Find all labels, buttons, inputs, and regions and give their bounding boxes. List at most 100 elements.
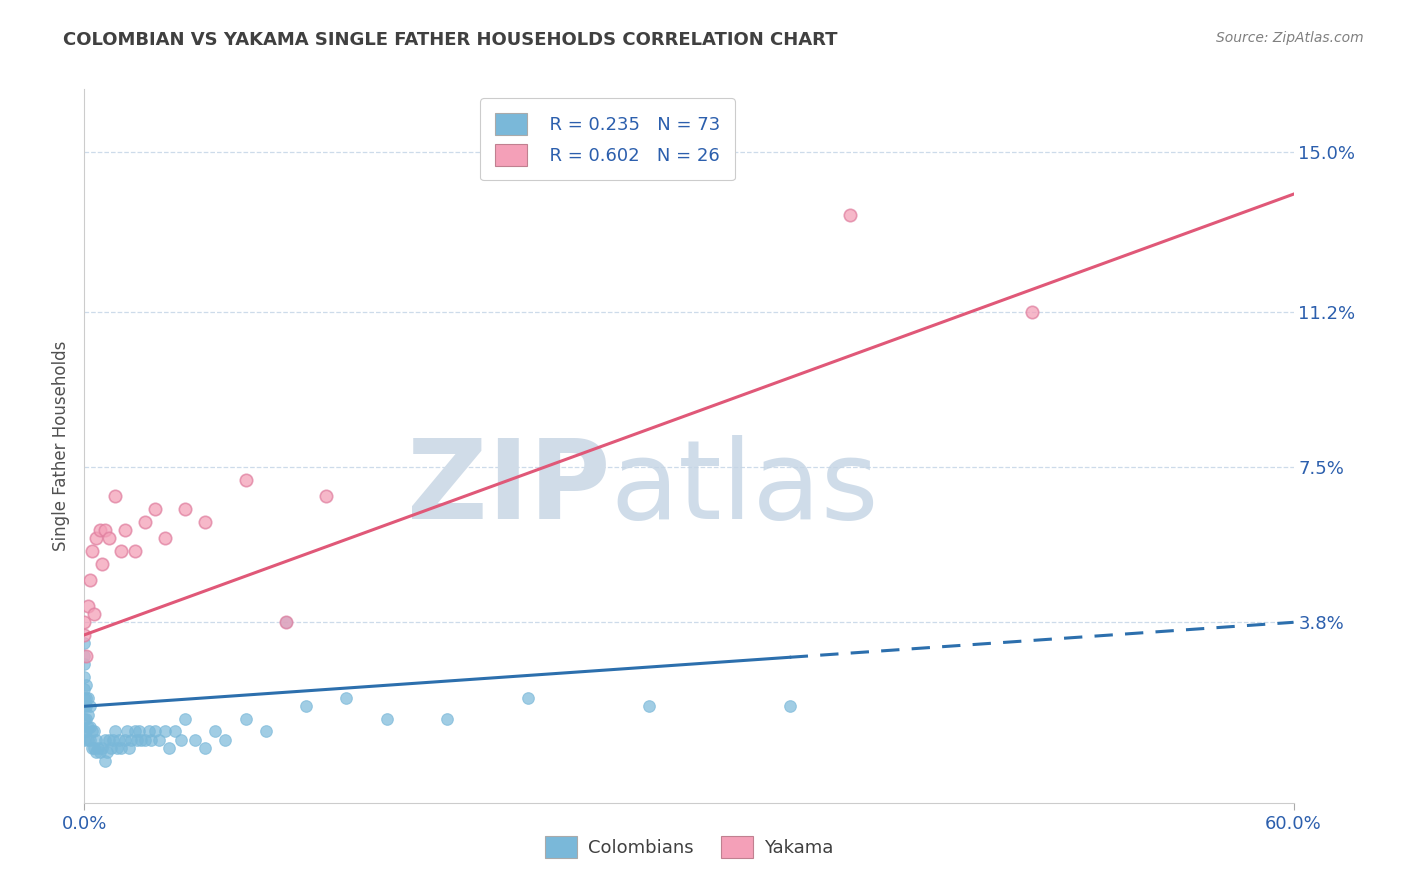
- Point: [83, 607, 105, 621]
- Point: [75, 690, 97, 705]
- Point: [97, 732, 120, 747]
- Point: [82, 724, 104, 739]
- Point: [114, 523, 136, 537]
- Y-axis label: Single Father Households: Single Father Households: [52, 341, 70, 551]
- Point: [129, 732, 152, 747]
- Text: ZIP: ZIP: [406, 435, 610, 542]
- Point: [124, 544, 146, 558]
- Point: [100, 741, 122, 756]
- Point: [194, 741, 217, 756]
- Point: [73, 712, 96, 726]
- Point: [77, 707, 100, 722]
- Point: [87, 741, 110, 756]
- Point: [134, 515, 156, 529]
- Point: [194, 515, 217, 529]
- Point: [235, 712, 257, 726]
- Point: [118, 741, 141, 756]
- Point: [104, 489, 127, 503]
- Point: [115, 724, 138, 739]
- Point: [839, 208, 862, 222]
- Point: [93, 754, 115, 768]
- Point: [516, 690, 538, 705]
- Point: [335, 690, 357, 705]
- Point: [134, 732, 156, 747]
- Point: [138, 724, 160, 739]
- Point: [315, 489, 337, 503]
- Point: [143, 724, 166, 739]
- Point: [79, 732, 101, 747]
- Point: [110, 544, 132, 558]
- Point: [79, 699, 101, 714]
- Point: [235, 473, 257, 487]
- Point: [105, 741, 128, 756]
- Point: [274, 615, 297, 630]
- Point: [75, 712, 97, 726]
- Point: [637, 699, 659, 714]
- Point: [165, 724, 187, 739]
- Point: [73, 657, 96, 672]
- Point: [779, 699, 801, 714]
- Point: [73, 670, 96, 684]
- Point: [1021, 304, 1043, 318]
- Point: [125, 732, 148, 747]
- Point: [97, 532, 120, 546]
- Text: COLOMBIAN VS YAKAMA SINGLE FATHER HOUSEHOLDS CORRELATION CHART: COLOMBIAN VS YAKAMA SINGLE FATHER HOUSEH…: [63, 31, 838, 49]
- Point: [83, 741, 105, 756]
- Point: [91, 557, 114, 571]
- Point: [120, 732, 142, 747]
- Point: [128, 724, 150, 739]
- Point: [124, 724, 146, 739]
- Point: [143, 502, 166, 516]
- Point: [436, 712, 458, 726]
- Point: [170, 732, 193, 747]
- Point: [77, 690, 100, 705]
- Point: [77, 720, 100, 734]
- Point: [83, 724, 105, 739]
- Point: [153, 532, 176, 546]
- Point: [82, 741, 104, 756]
- Point: [86, 532, 108, 546]
- Point: [104, 724, 127, 739]
- Point: [91, 741, 114, 756]
- Point: [75, 678, 97, 692]
- Point: [75, 724, 97, 739]
- Text: Source: ZipAtlas.com: Source: ZipAtlas.com: [1216, 31, 1364, 45]
- Point: [101, 732, 124, 747]
- Point: [139, 732, 162, 747]
- Point: [274, 615, 297, 630]
- Point: [86, 746, 108, 760]
- Point: [73, 690, 96, 705]
- Point: [77, 732, 100, 747]
- Point: [153, 724, 176, 739]
- Point: [75, 648, 97, 663]
- Point: [73, 615, 96, 630]
- Point: [77, 599, 100, 613]
- Point: [254, 724, 277, 739]
- Point: [93, 523, 115, 537]
- Point: [75, 699, 97, 714]
- Point: [73, 636, 96, 650]
- Point: [89, 523, 111, 537]
- Point: [73, 724, 96, 739]
- Point: [148, 732, 170, 747]
- Point: [89, 746, 111, 760]
- Point: [93, 732, 115, 747]
- Text: atlas: atlas: [610, 435, 879, 542]
- Point: [114, 732, 136, 747]
- Point: [73, 648, 96, 663]
- Point: [174, 502, 197, 516]
- Point: [174, 712, 197, 726]
- Point: [110, 741, 132, 756]
- Point: [86, 732, 108, 747]
- Point: [73, 628, 96, 642]
- Legend: Colombians, Yakama: Colombians, Yakama: [537, 829, 841, 865]
- Point: [204, 724, 226, 739]
- Point: [214, 732, 236, 747]
- Point: [73, 682, 96, 697]
- Point: [79, 720, 101, 734]
- Point: [295, 699, 318, 714]
- Point: [73, 699, 96, 714]
- Point: [375, 712, 398, 726]
- Point: [96, 746, 118, 760]
- Point: [82, 544, 104, 558]
